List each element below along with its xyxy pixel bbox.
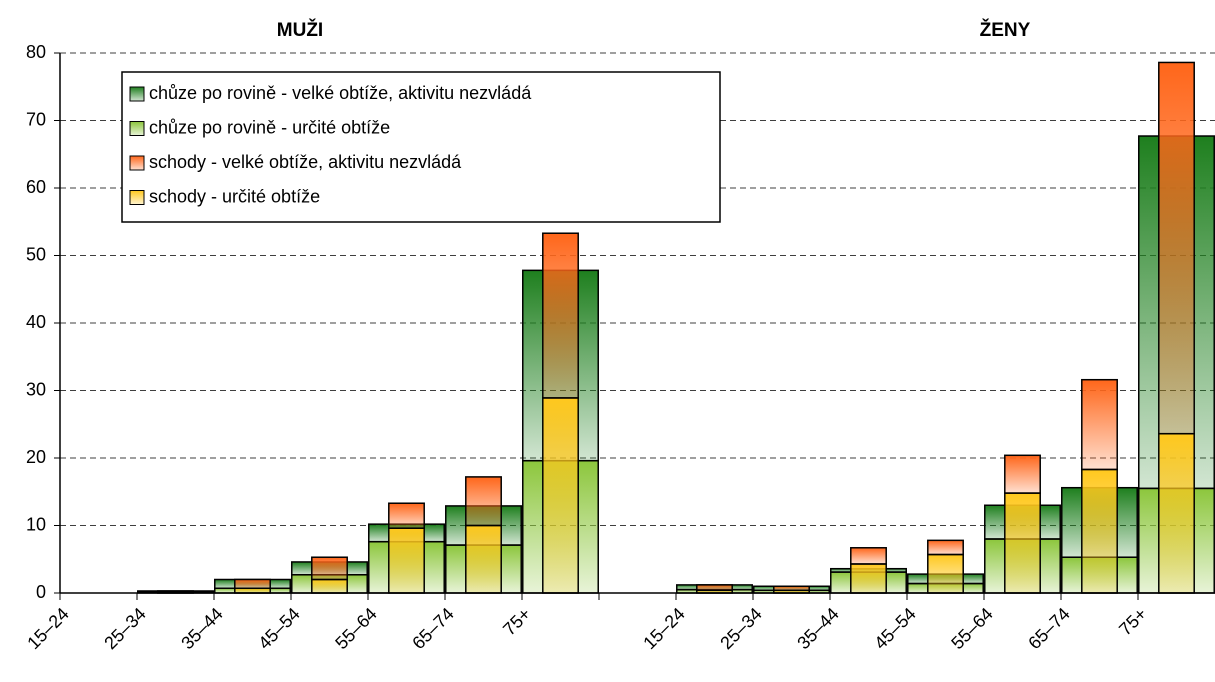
bar — [696, 584, 733, 592]
x-tick-label: 25–34 — [100, 604, 150, 654]
bar — [542, 397, 579, 594]
y-tick-label: 20 — [26, 447, 46, 467]
bar — [850, 547, 887, 565]
y-tick-label: 50 — [26, 244, 46, 264]
bar — [1158, 432, 1195, 594]
bar — [465, 476, 502, 527]
y-tick-label: 10 — [26, 514, 46, 534]
bar — [773, 585, 810, 592]
x-tick-label: 65–74 — [1024, 604, 1074, 654]
x-tick-label: 45–54 — [870, 604, 920, 654]
bar — [234, 578, 271, 590]
bar — [1081, 378, 1118, 471]
legend-box — [121, 71, 721, 223]
x-tick-label: 15–24 — [23, 604, 73, 654]
y-tick-label: 60 — [26, 177, 46, 197]
bar — [1158, 61, 1195, 435]
legend-swatch — [129, 155, 145, 171]
x-tick-label: 35–44 — [793, 604, 843, 654]
bar — [157, 590, 194, 593]
bar — [311, 578, 348, 594]
x-tick-label: 45–54 — [254, 604, 304, 654]
x-tick-label: 65–74 — [408, 604, 458, 654]
bar — [388, 502, 425, 529]
legend-label: chůze po rovině - velké obtíže, aktivitu… — [149, 83, 532, 103]
legend-label: chůze po rovině - určité obtíže — [149, 117, 390, 137]
bar — [850, 563, 887, 594]
y-tick-label: 80 — [26, 42, 46, 62]
legend-swatch — [129, 121, 145, 136]
y-tick-label: 30 — [26, 379, 46, 399]
group-title: ŽENY — [980, 19, 1031, 41]
x-tick-label: 25–34 — [716, 604, 766, 654]
bar — [388, 527, 425, 594]
legend-label: schody - velké obtíže, aktivitu nezvládá — [149, 152, 462, 172]
legend-label: schody - určité obtíže — [149, 186, 320, 206]
x-tick-label: 55–64 — [331, 604, 381, 654]
y-tick-label: 40 — [26, 312, 46, 332]
x-tick-label: 75+ — [1115, 604, 1151, 640]
bar — [927, 539, 964, 556]
bar — [1004, 454, 1041, 494]
bar — [927, 553, 964, 594]
x-tick-label: 15–24 — [639, 604, 689, 654]
bar — [465, 524, 502, 594]
y-tick-label: 0 — [36, 582, 46, 602]
legend-swatch — [129, 190, 145, 205]
x-tick-label: 35–44 — [177, 604, 227, 654]
bar — [311, 556, 348, 581]
x-tick-label: 75+ — [499, 604, 535, 640]
group-title: MUŽI — [277, 19, 323, 41]
legend-swatch — [129, 86, 145, 102]
x-tick-label: 55–64 — [947, 604, 997, 654]
bar — [1004, 492, 1041, 594]
legend: chůze po rovině - velké obtíže, aktivitu… — [121, 71, 721, 223]
bar — [1081, 468, 1118, 594]
y-tick-label: 70 — [26, 109, 46, 129]
bar — [542, 232, 579, 399]
